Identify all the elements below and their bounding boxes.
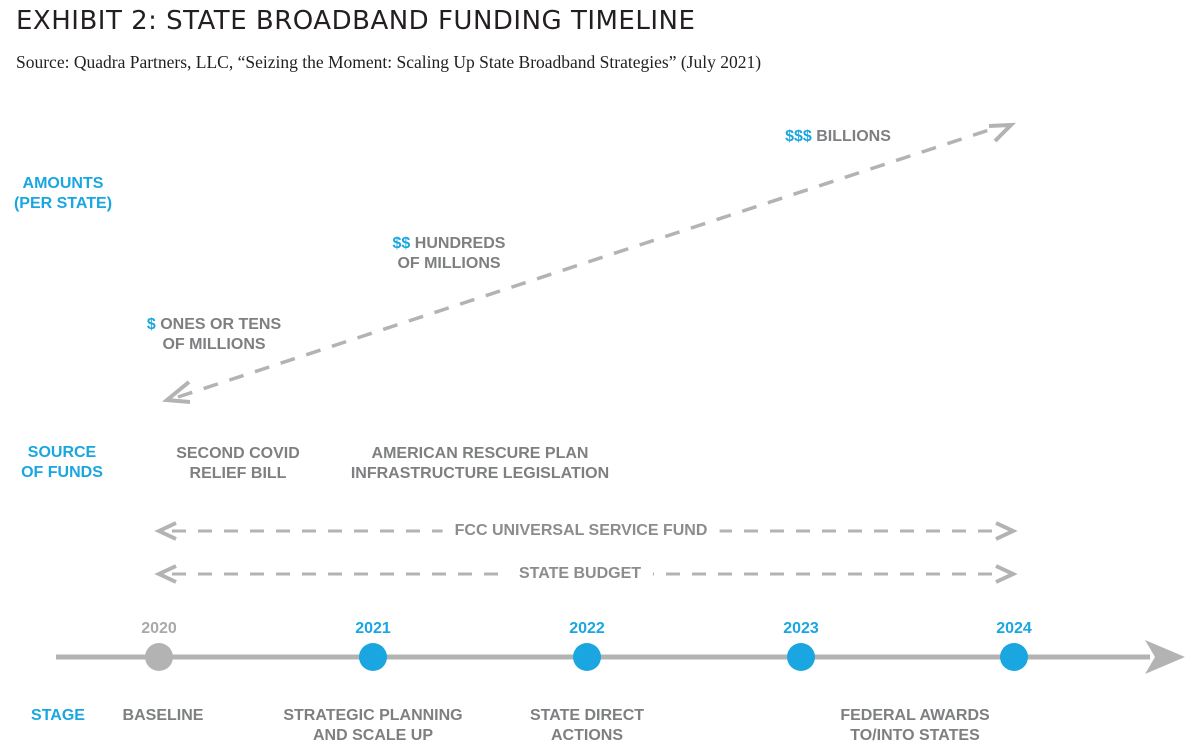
stage-federal-awards: FEDERAL AWARDS TO/INTO STATES [840,707,990,744]
year-2022: 2022 [569,620,605,637]
timeline-dot-2024 [1000,643,1028,671]
arp-infrastructure-label: AMERICAN RESCURE PLAN INFRASTRUCTURE LEG… [350,445,610,482]
timeline-dot-2020 [145,643,173,671]
source-citation: Source: Quadra Partners, LLC, “Seizing t… [16,52,762,72]
stage-row-label: STAGE [31,707,85,724]
amount-high-label: $$$ BILLIONS [785,128,891,145]
amount-mid-label: $$ HUNDREDS OF MILLIONS [392,235,506,272]
timeline-dot-2023 [787,643,815,671]
state-budget-arrow [154,564,1018,584]
state-budget-label: STATE BUDGET [506,565,654,583]
year-2023: 2023 [783,620,819,637]
amounts-diagonal-arrow [161,122,1017,404]
stage-baseline: BASELINE [122,707,204,724]
year-2020: 2020 [141,620,177,637]
stage-strategic-planning: STRATEGIC PLANNING AND SCALE UP [283,707,463,744]
covid-relief-label: SECOND COVID RELIEF BILL [176,445,300,482]
timeline-axis [56,640,1185,674]
stage-state-direct-actions: STATE DIRECT ACTIONS [529,707,645,744]
amounts-row-label: AMOUNTS (PER STATE) [13,175,113,212]
timeline-dot-2021 [359,643,387,671]
fcc-fund-label: FCC UNIVERSAL SERVICE FUND [442,522,720,540]
year-2024: 2024 [996,620,1032,637]
timeline-dot-2022 [573,643,601,671]
year-2021: 2021 [355,620,391,637]
source-of-funds-row-label: SOURCE OF FUNDS [21,444,103,481]
amount-low-label: $ ONES OR TENS OF MILLIONS [146,316,282,353]
page-title: EXHIBIT 2: STATE BROADBAND FUNDING TIMEL… [16,6,696,36]
fcc-fund-arrow [154,521,1018,541]
